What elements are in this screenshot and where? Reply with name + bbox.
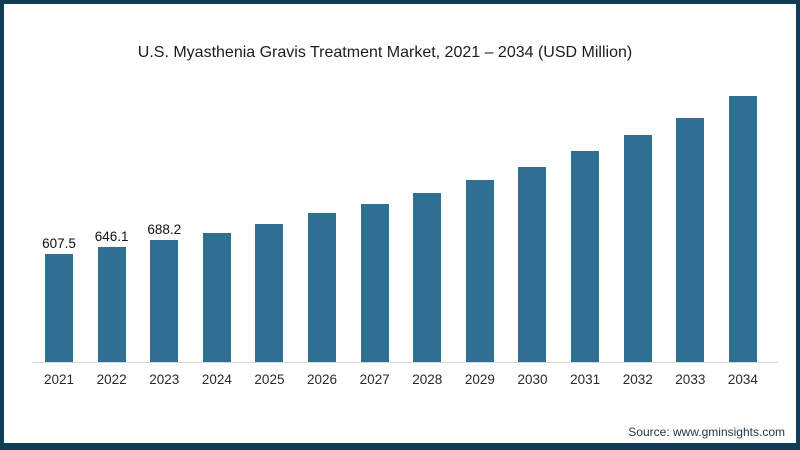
bar-value-label: 688.2 (147, 221, 182, 237)
x-tick-label-2021: 2021 (43, 372, 75, 387)
bar-2032 (623, 134, 652, 362)
x-tick-label-2026: 2026 (307, 372, 338, 387)
bar-2021: 607.5 (42, 236, 76, 362)
x-tick-label-2032: 2032 (622, 372, 653, 387)
bar-2029 (465, 180, 494, 362)
bar-2023: 688.2 (147, 222, 181, 362)
bar-value-label: 607.5 (42, 236, 76, 252)
x-tick-label-2028: 2028 (412, 372, 443, 387)
bar-2027 (360, 203, 389, 362)
x-tick-label-2025: 2025 (254, 372, 285, 387)
bar-2028 (413, 193, 442, 362)
x-tick-label-2027: 2027 (359, 372, 390, 387)
x-axis-labels: 2021 2022 2023 2024 2025 2026 2027 2028 2029 2030… (43, 372, 758, 387)
chart-title: U.S. Myasthenia Gravis Treatment Market,… (137, 44, 633, 61)
bar-2026 (308, 213, 337, 362)
bars-row: 607.5 646.1 688.2 (42, 4, 757, 362)
x-tick-label-2031: 2031 (570, 372, 601, 387)
bar-2030 (518, 166, 547, 362)
x-tick-label-2022: 2022 (96, 372, 127, 387)
x-tick-label-2029: 2029 (464, 372, 495, 387)
bar-2022: 646.1 (95, 229, 129, 362)
x-tick-label-2023: 2023 (149, 372, 180, 387)
x-tick-label-2033: 2033 (675, 372, 706, 387)
bar-2024 (202, 233, 231, 362)
bar-2025 (255, 223, 284, 362)
bar-value-label: 646.1 (94, 229, 129, 245)
bar-2034 (728, 95, 757, 362)
bar-2031 (571, 151, 600, 362)
x-tick-label-2030: 2030 (517, 372, 548, 387)
x-tick-label-2034: 2034 (727, 372, 758, 387)
bar-2033 (676, 117, 705, 362)
source-attribution: Source: www.gminsights.com (628, 425, 785, 439)
x-tick-label-2024: 2024 (201, 372, 232, 387)
x-axis-line (32, 362, 778, 363)
